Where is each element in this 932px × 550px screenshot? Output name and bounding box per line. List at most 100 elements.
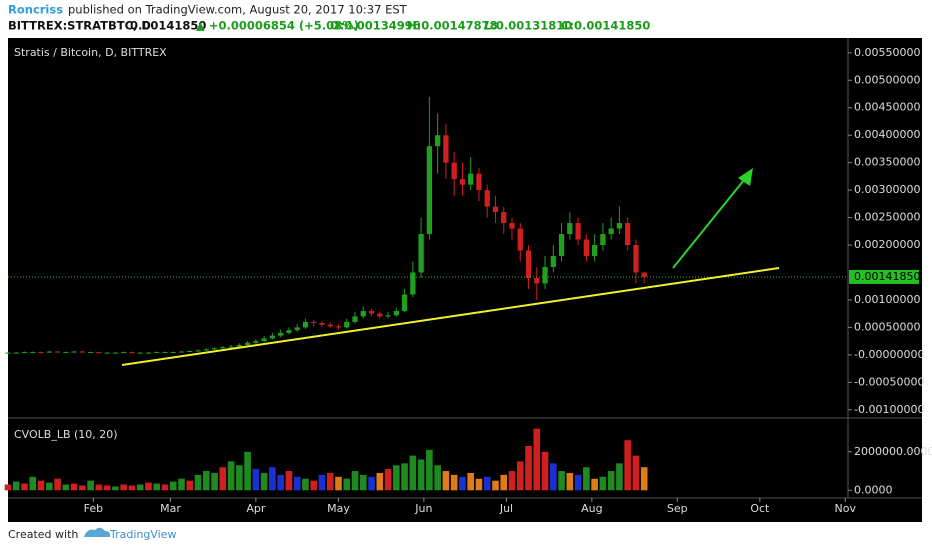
chart-background <box>8 38 922 522</box>
change: ▲ +0.00006854 (+5.08%) <box>196 19 359 33</box>
candle-body <box>575 223 581 240</box>
volume-bar <box>467 472 474 491</box>
candle-body <box>178 351 185 353</box>
volume-bar <box>426 449 433 491</box>
volume-bar <box>442 471 450 491</box>
candle-body <box>302 321 309 328</box>
candle-body <box>286 330 292 333</box>
author[interactable]: Roncriss <box>8 3 63 17</box>
candle-body <box>129 352 135 354</box>
candle-body <box>253 341 259 343</box>
candle-body <box>377 313 383 317</box>
volume-bar <box>153 483 161 491</box>
candle-body <box>96 352 102 354</box>
volume-bar <box>525 446 532 491</box>
x-tick-label: Jun <box>414 502 432 515</box>
volume-bar <box>591 478 598 491</box>
last: 0.00141850 <box>130 19 206 33</box>
volume-bar <box>574 474 582 491</box>
candle-body <box>236 344 242 347</box>
y-tick-label: 0.00100000 <box>854 293 920 306</box>
volume-bar <box>136 484 144 491</box>
candle-body <box>501 212 507 224</box>
candle-body <box>54 351 61 353</box>
y-tick-label: 0.00200000 <box>854 238 920 251</box>
volume-bar <box>285 471 293 491</box>
volume-bar <box>219 467 227 491</box>
close: C:0.00141850 <box>561 19 650 33</box>
candle-body <box>418 234 424 273</box>
volume-bar <box>459 476 466 491</box>
volume-bar <box>103 485 111 491</box>
volume-bar <box>632 455 640 491</box>
x-tick-label: Sep <box>667 502 688 515</box>
candle-body <box>154 352 160 354</box>
candle-body <box>542 266 548 284</box>
candle-body <box>368 310 375 314</box>
volume-title: CVOLB_LB (10, 20) <box>14 428 118 441</box>
candle-body <box>468 173 474 185</box>
volume-bar <box>87 480 94 491</box>
volume-bar <box>450 474 458 491</box>
y-tick-label: -0.00100000 <box>854 403 924 416</box>
volume-bar <box>483 476 491 491</box>
brand[interactable]: TradingView <box>109 528 176 541</box>
y-tick-label: 0.00450000 <box>854 101 920 114</box>
candle-body <box>583 239 590 257</box>
candle-body <box>517 228 523 251</box>
volume-bar <box>310 480 318 491</box>
volume-bar <box>54 478 61 491</box>
candle-body <box>492 206 499 213</box>
volume-bar <box>194 474 202 491</box>
candle-body <box>46 351 52 353</box>
footer: Created with TradingView <box>8 527 176 541</box>
volume-bar <box>566 472 574 491</box>
y-tick-label: 0.00300000 <box>854 183 920 196</box>
y-tick-label: 0.00400000 <box>854 128 920 141</box>
volume-bar <box>169 481 177 491</box>
volume-bar <box>145 482 152 491</box>
volume-bar <box>434 465 441 491</box>
candle-body <box>38 352 44 354</box>
candle-body <box>162 352 168 354</box>
volume-bar <box>186 480 194 491</box>
candle-body <box>137 352 143 354</box>
volume-bar <box>550 463 557 491</box>
candle-body <box>311 321 317 323</box>
volume-bar <box>21 483 28 491</box>
x-tick-label: Oct <box>750 502 770 515</box>
candle-body <box>294 327 300 331</box>
volume-bar <box>516 461 524 491</box>
volume-bar <box>79 485 86 491</box>
volume-bar <box>302 478 309 491</box>
candle-body <box>121 352 127 354</box>
volume-bar <box>351 471 359 491</box>
candle-body <box>426 146 433 235</box>
volume-bar <box>417 459 425 491</box>
high: H:0.00147878 <box>407 19 498 33</box>
candle-body <box>269 335 276 339</box>
volume-bar <box>161 484 169 491</box>
volume-bar <box>178 478 185 491</box>
low: L:0.00131810 <box>484 19 572 33</box>
candle-body <box>443 135 449 163</box>
candle-body <box>600 234 606 246</box>
volume-bar <box>558 471 565 491</box>
volume-bar <box>260 472 268 491</box>
y-tick-label: 0.00500000 <box>854 73 920 86</box>
candle-body <box>509 223 515 229</box>
volume-bar <box>293 476 301 491</box>
candle-body <box>261 338 267 342</box>
candle-body <box>145 352 152 354</box>
candle-body <box>525 250 532 278</box>
header: Roncriss published on TradingView.com, A… <box>8 3 650 33</box>
volume-bar <box>376 472 384 491</box>
y-tick-label: -0.00000000 <box>854 348 924 361</box>
candle-body <box>550 256 556 267</box>
volume-bar <box>624 440 631 491</box>
volume-bar <box>211 472 218 491</box>
candle-body <box>434 135 441 147</box>
candle-body <box>63 352 69 354</box>
candle-body <box>327 324 333 327</box>
